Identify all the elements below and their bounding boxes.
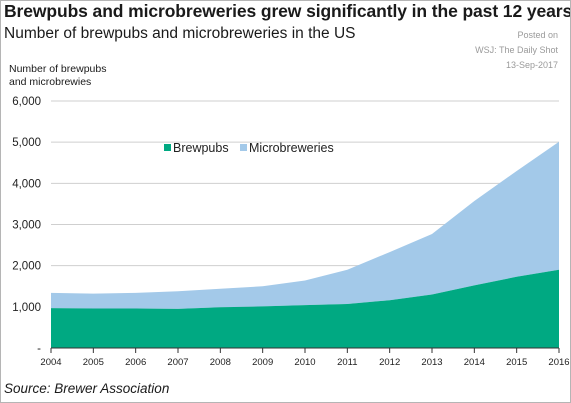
x-tick-label: 2011 <box>337 357 357 368</box>
x-tick-label: 2006 <box>125 357 146 368</box>
y-tick-label: - <box>37 343 41 355</box>
y-tick-label: 3,000 <box>12 220 41 232</box>
chart-subtitle: Number of brewpubs and microbreweries in… <box>4 25 356 42</box>
source-note: Source: Brewer Association <box>4 381 170 396</box>
x-tick-label: 2016 <box>548 357 569 368</box>
legend-label: Microbreweries <box>249 141 334 155</box>
y-axis-title-line-1: Number of brewpubs <box>9 63 107 75</box>
y-tick-label: 6,000 <box>12 96 41 108</box>
x-tick-label: 2005 <box>83 357 104 368</box>
attribution-date: 13-Sep-2017 <box>505 60 558 70</box>
area-microbreweries <box>51 141 559 309</box>
x-tick-label: 2008 <box>210 357 231 368</box>
attribution-source-name: WSJ: The Daily Shot <box>475 45 558 55</box>
x-tick-label: 2013 <box>421 357 442 368</box>
x-tick-label: 2010 <box>294 357 315 368</box>
axes: - 1,000 2,000 3,000 4,000 5,000 6,000 2004 2005 2… <box>12 96 569 368</box>
y-tick-label: 2,000 <box>12 261 41 273</box>
attribution-posted: Posted on <box>517 30 558 40</box>
x-tick-label: 2007 <box>167 357 188 368</box>
attribution: Posted on WSJ: The Daily Shot 13-Sep-201… <box>475 28 558 73</box>
area-brewpubs <box>51 269 559 348</box>
chart-title: Brewpubs and microbreweries grew signifi… <box>4 1 571 21</box>
y-axis-title-line-2: and microbrewies <box>9 76 92 88</box>
x-tick-label: 2004 <box>40 357 61 368</box>
x-tick-label: 2015 <box>506 357 527 368</box>
series-areas <box>51 141 559 348</box>
legend-swatch <box>164 144 171 151</box>
legend-item: Microbreweries <box>240 141 334 155</box>
x-tick-label: 2014 <box>464 357 485 368</box>
legend: Brewpubs Microbreweries <box>164 141 334 155</box>
y-tick-label: 1,000 <box>12 302 41 314</box>
x-tick-label: 2009 <box>252 357 273 368</box>
y-tick-label: 4,000 <box>12 178 41 190</box>
x-tick-label: 2012 <box>379 357 400 368</box>
legend-item: Brewpubs <box>164 141 229 155</box>
legend-swatch <box>240 144 247 151</box>
legend-label: Brewpubs <box>173 141 229 155</box>
y-axis-title: Number of brewpubs and microbrewies <box>9 63 106 89</box>
y-tick-label: 5,000 <box>12 137 41 149</box>
